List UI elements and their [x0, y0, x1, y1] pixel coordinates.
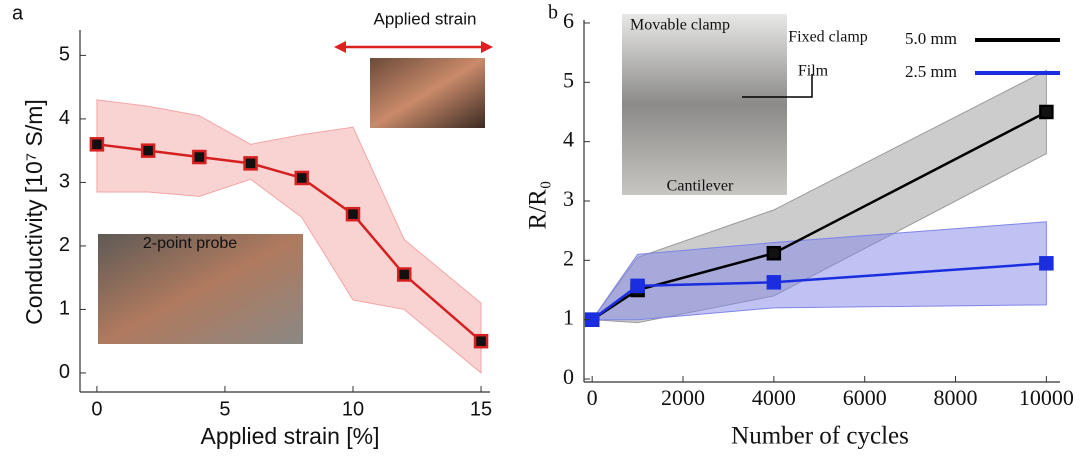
y-tick-label: 1	[563, 305, 574, 330]
y-tick-label: 3	[59, 171, 70, 193]
x-tick-label: 10000	[1019, 385, 1074, 410]
annotation: 2-point probe	[143, 235, 237, 252]
y-tick-label: 5	[563, 67, 574, 92]
y-tick-label: 5	[59, 44, 70, 66]
y-tick-label: 4	[563, 127, 574, 152]
marker	[1040, 106, 1052, 118]
annotation: Movable clamp	[630, 17, 730, 34]
y-tick-label: 2	[59, 234, 70, 256]
x-tick-label: 0	[91, 398, 102, 420]
marker	[296, 172, 308, 184]
legend-label: 5.0 mm	[905, 29, 957, 48]
y-tick-label: 3	[563, 186, 574, 211]
y-tick-label: 0	[563, 364, 574, 389]
y-tick-label: 6	[563, 8, 574, 33]
marker	[91, 138, 103, 150]
marker	[1040, 257, 1052, 269]
x-axis-label: Number of cycles	[731, 423, 909, 450]
annotation: Cantilever	[667, 178, 734, 195]
annotation: Film	[798, 63, 829, 80]
panel-a: 0 1 2 3 4 5 0 5 10 15 Applied strain [%] Conductivi…	[12, 2, 493, 449]
y-tick-label: 4	[59, 107, 70, 129]
marker	[245, 157, 257, 169]
x-tick-label: 0	[587, 385, 598, 410]
x-tick-label: 15	[470, 398, 492, 420]
annotation: Fixed clamp	[788, 29, 868, 46]
marker	[768, 247, 780, 259]
marker	[398, 269, 410, 281]
panel-label: a	[12, 2, 24, 24]
x-tick-label: 8000	[934, 385, 978, 410]
annotation: Applied strain	[373, 9, 476, 28]
x-tick-label: 4000	[752, 385, 796, 410]
y-tick-label: 1	[59, 298, 70, 320]
marker	[142, 145, 154, 157]
marker	[193, 151, 205, 163]
x-axis-label: Applied strain [%]	[201, 423, 380, 449]
y-tick-label: 2	[563, 245, 574, 270]
x-tick-label: 6000	[843, 385, 887, 410]
x-tick-label: 10	[342, 398, 364, 420]
marker	[347, 208, 359, 220]
figure: 012345051015Applied strain [%]Conductivi…	[0, 0, 1087, 458]
x-tick-label: 2000	[661, 385, 705, 410]
legend-label: 2.5 mm	[905, 62, 957, 81]
y-tick-label: 0	[59, 361, 70, 383]
photo	[622, 14, 787, 195]
panel-b: 0 1 2 3 4 5 6 0 2000 4000 6000 8000 10000 Number of c…	[525, 2, 1074, 450]
marker	[632, 280, 644, 292]
y-axis-label: Conductivity [10⁷ S/m]	[21, 99, 47, 325]
y-axis-label: R/R₀	[525, 180, 552, 229]
x-tick-label: 5	[219, 398, 230, 420]
marker	[768, 276, 780, 288]
marker	[475, 335, 487, 347]
photo	[370, 58, 485, 128]
panel-label: b	[548, 2, 558, 24]
